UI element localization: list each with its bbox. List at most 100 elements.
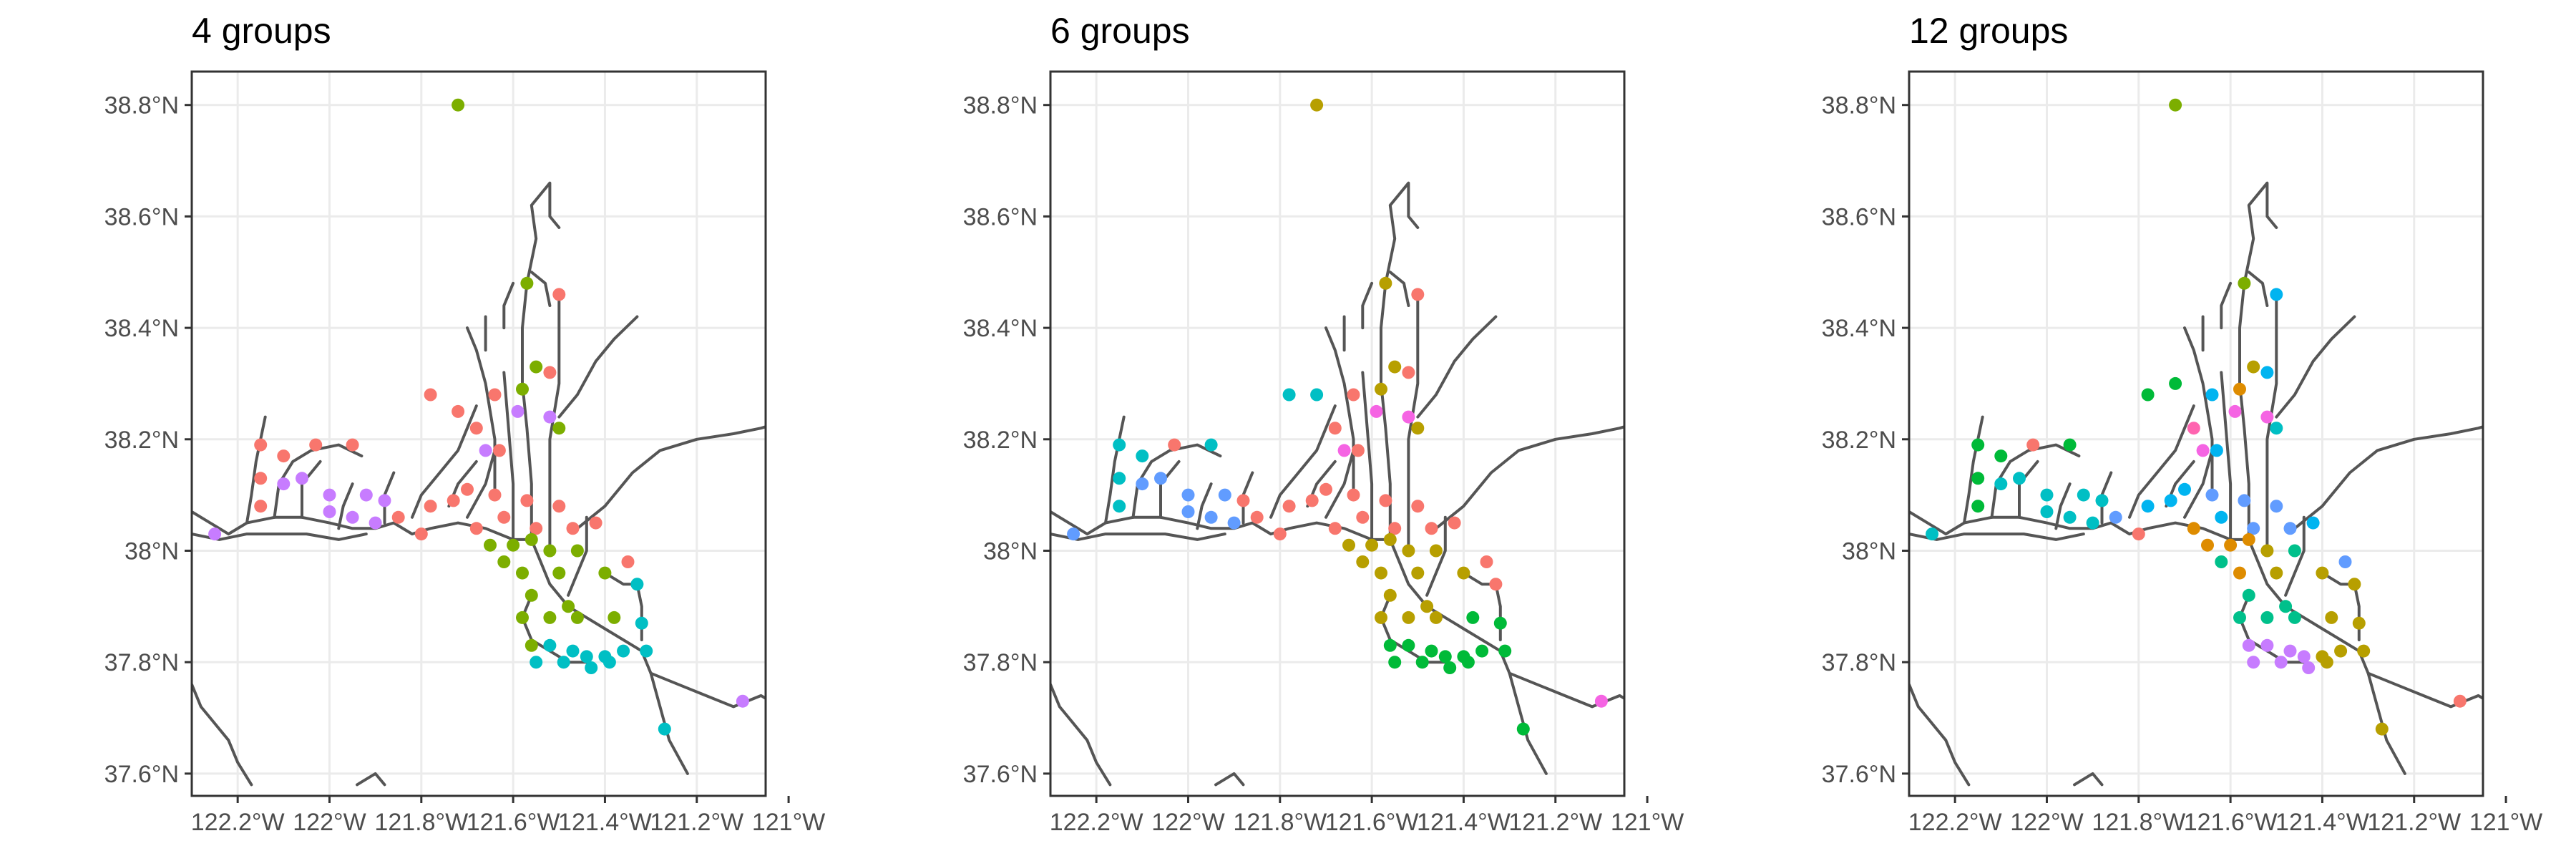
map-plot: 122.2°W 122°W 121.8°W121.6°W121.4°W121.2°W…	[1822, 70, 2542, 836]
site-point	[1136, 477, 1149, 491]
river-line	[192, 683, 253, 787]
site-point	[277, 477, 291, 491]
site-point	[552, 422, 566, 435]
site-point	[2228, 404, 2242, 418]
site-point	[635, 616, 648, 630]
site-point	[488, 488, 502, 502]
site-point	[1356, 555, 1370, 568]
site-point	[520, 494, 534, 507]
x-tick-label: 122.2°W	[1050, 809, 1143, 836]
site-point	[570, 544, 584, 558]
site-point	[277, 449, 291, 463]
site-point	[2375, 722, 2389, 736]
river-line	[2054, 482, 2072, 530]
site-point	[1347, 388, 1360, 402]
river-line	[2366, 671, 2483, 709]
site-point	[516, 566, 529, 580]
site-point	[1402, 611, 1415, 624]
site-point	[566, 522, 580, 535]
site-point	[2247, 522, 2260, 535]
site-point	[1218, 488, 1231, 502]
site-point	[1994, 449, 2008, 463]
site-point	[2141, 500, 2155, 513]
river-line	[466, 449, 497, 519]
site-point	[543, 638, 557, 652]
site-point	[1971, 500, 1985, 513]
map-layer	[192, 98, 766, 787]
y-tick-label: 38.6°N	[104, 203, 179, 230]
site-point	[1342, 538, 1355, 552]
site-point	[1415, 656, 1429, 669]
y-tick-label: 38.8°N	[104, 92, 179, 120]
site-point	[621, 555, 635, 568]
river-line	[1324, 326, 1355, 497]
y-tick-label: 38°N	[1842, 538, 1896, 565]
site-point	[254, 438, 268, 452]
site-point	[1113, 472, 1126, 485]
river-line	[1269, 404, 1337, 519]
site-point	[497, 510, 511, 524]
site-point	[2247, 656, 2260, 669]
site-point	[525, 532, 538, 546]
site-point	[1388, 656, 1402, 669]
site-point	[323, 505, 336, 518]
y-tick-label: 38.6°N	[1822, 203, 1896, 230]
y-tick-label: 37.6°N	[1822, 761, 1896, 788]
site-point	[484, 538, 497, 552]
site-point	[525, 588, 538, 602]
site-point	[447, 494, 460, 507]
site-point	[543, 366, 557, 379]
site-point	[2215, 510, 2228, 524]
site-point	[1516, 722, 1530, 736]
site-point	[452, 404, 465, 418]
site-point	[1438, 650, 1452, 663]
site-point	[2169, 376, 2182, 390]
site-point	[2238, 494, 2251, 507]
site-point	[1475, 644, 1489, 658]
site-point	[2013, 472, 2026, 485]
x-tick-label: 121.4°W	[558, 809, 652, 836]
river-line	[466, 326, 497, 497]
site-point	[1181, 505, 1195, 518]
site-point	[1411, 288, 1425, 301]
x-tick-label: 121.2°W	[650, 809, 743, 836]
site-point	[391, 510, 405, 524]
site-point	[2210, 444, 2223, 457]
river-line	[1990, 443, 2081, 519]
y-tick-label: 38.6°N	[963, 203, 1038, 230]
site-point	[2238, 276, 2251, 290]
y-tick-label: 38.4°N	[963, 315, 1038, 342]
site-point	[1154, 472, 1167, 485]
site-point	[1351, 444, 1365, 457]
site-point	[1365, 538, 1379, 552]
site-point	[1337, 444, 1351, 457]
site-point	[525, 638, 538, 652]
site-point	[1113, 500, 1126, 513]
site-point	[602, 656, 616, 669]
site-point	[2334, 644, 2348, 658]
site-point	[2187, 522, 2200, 535]
site-point	[452, 98, 465, 112]
site-point	[2320, 656, 2333, 669]
site-point	[2274, 656, 2288, 669]
site-point	[530, 656, 543, 669]
site-point	[2260, 544, 2274, 558]
site-point	[488, 388, 502, 402]
site-point	[562, 600, 575, 613]
site-point	[1411, 422, 1425, 435]
site-point	[497, 555, 511, 568]
y-tick-label: 38°N	[125, 538, 179, 565]
site-point	[469, 522, 483, 535]
site-point	[2283, 644, 2297, 658]
river-line	[1361, 371, 1374, 541]
site-point	[1379, 494, 1392, 507]
site-point	[543, 410, 557, 424]
site-point	[346, 510, 359, 524]
site-point	[2302, 661, 2316, 674]
site-point	[1971, 438, 1985, 452]
site-point	[2086, 516, 2099, 530]
site-point	[2260, 611, 2274, 624]
site-point	[1493, 616, 1507, 630]
river-line	[575, 425, 766, 530]
y-tick-label: 37.6°N	[963, 761, 1038, 788]
